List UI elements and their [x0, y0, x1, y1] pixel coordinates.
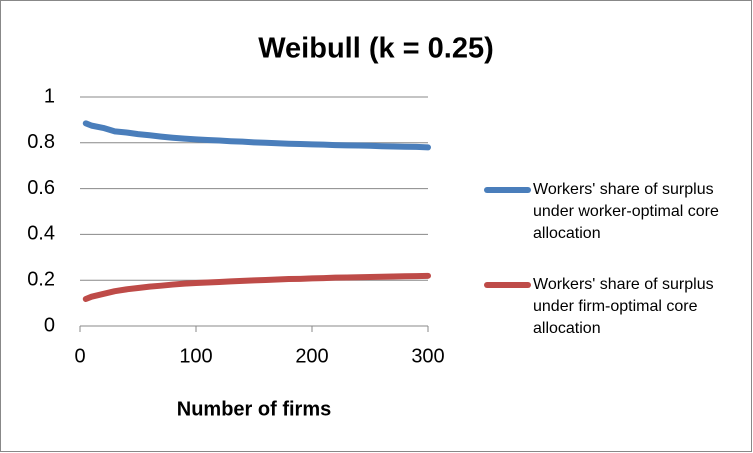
y-tick-label: 0: [44, 314, 55, 336]
data-line: [82, 120, 431, 151]
y-tick-label: 0.6: [27, 177, 55, 199]
y-tick-label: 0.8: [27, 131, 55, 153]
y-tick-label: 1: [44, 85, 55, 107]
x-tick-label: 200: [295, 345, 328, 367]
x-tick-label: 100: [179, 345, 212, 367]
legend-label: Workers' share of surplus under worker-o…: [533, 181, 719, 242]
y-tick-label: 0.2: [27, 268, 55, 290]
legend-label: Workers' share of surplus under firm-opt…: [533, 276, 714, 337]
x-axis-label: Number of firms: [177, 398, 331, 420]
chart-title: Weibull (k = 0.25): [258, 33, 494, 65]
y-tick-label: 0.4: [27, 223, 55, 245]
data-line: [82, 272, 431, 302]
x-tick-label: 0: [74, 345, 85, 367]
x-tick-label: 300: [411, 345, 444, 367]
